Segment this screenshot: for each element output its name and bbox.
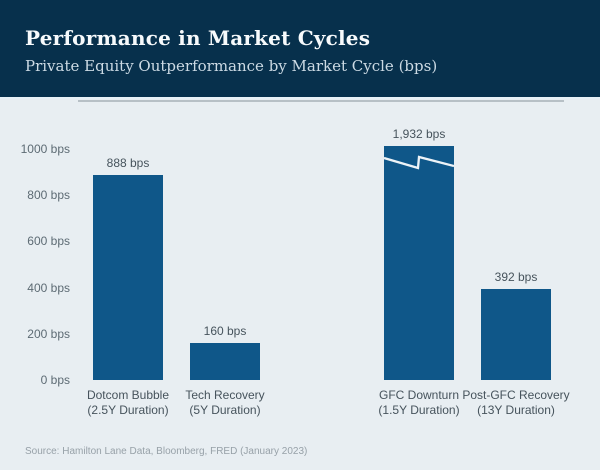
page-title: Performance in Market Cycles — [25, 26, 371, 50]
category-name: GFC Downturn — [378, 388, 460, 402]
bar-tech-recovery — [190, 343, 260, 380]
y-tick-label: 200 bps — [27, 326, 70, 341]
bar-category-label: Dotcom Bubble (2.5Y Duration) — [48, 388, 208, 418]
chart-area: 1000 bps 800 bps 600 bps 400 bps 200 bps 0 bp… — [0, 100, 600, 470]
category-duration: (2.5Y Duration) — [87, 403, 169, 417]
category-name: Post-GFC Recovery — [462, 388, 570, 402]
x-axis-line — [78, 100, 564, 102]
bar-category-label: Tech Recovery (5Y Duration) — [145, 388, 305, 418]
y-tick-label: 400 bps — [27, 280, 70, 295]
category-duration: (1.5Y Duration) — [378, 403, 460, 417]
axis-break-mark — [384, 155, 454, 170]
bar-dotcom-bubble — [93, 175, 163, 380]
header: Performance in Market Cycles Private Equ… — [0, 0, 600, 99]
y-tick-label: 1000 bps — [20, 142, 70, 156]
bar-category-label: Post-GFC Recovery (13Y Duration) — [436, 388, 596, 418]
bar-post-gfc-recovery — [481, 289, 551, 380]
page-subtitle: Private Equity Outperformance by Market … — [25, 57, 438, 75]
category-duration: (13Y Duration) — [477, 403, 555, 417]
source-note: Source: Hamilton Lane Data, Bloomberg, F… — [25, 446, 308, 457]
bar-category-label: GFC Downturn (1.5Y Duration) — [339, 388, 499, 418]
category-duration: (5Y Duration) — [189, 403, 261, 417]
y-tick-label: 800 bps — [27, 188, 70, 203]
y-tick-label: 0 bps — [40, 373, 70, 387]
bar-value-label: 160 bps — [203, 324, 247, 338]
category-name: Dotcom Bubble — [86, 388, 170, 402]
bar-value-label: 392 bps — [494, 270, 538, 284]
bar-value-label: 1,932 bps — [392, 127, 446, 141]
y-tick-label: 600 bps — [27, 234, 70, 249]
bar-gfc-downturn — [384, 146, 454, 380]
category-name: Tech Recovery — [185, 388, 265, 402]
bar-value-label: 888 bps — [106, 156, 150, 170]
